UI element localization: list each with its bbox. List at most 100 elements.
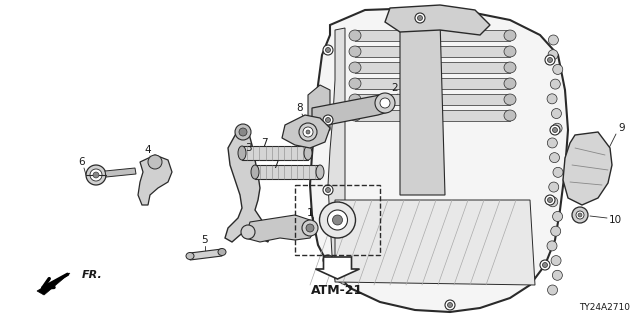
- Text: 2: 2: [392, 83, 398, 93]
- Circle shape: [323, 45, 333, 55]
- Circle shape: [545, 55, 555, 65]
- Circle shape: [93, 172, 99, 178]
- Circle shape: [319, 202, 355, 238]
- Ellipse shape: [504, 62, 516, 73]
- Circle shape: [90, 169, 102, 181]
- Text: 9: 9: [619, 123, 625, 133]
- Polygon shape: [310, 8, 568, 312]
- Bar: [355, 46, 510, 57]
- Ellipse shape: [251, 165, 259, 179]
- Circle shape: [572, 207, 588, 223]
- Polygon shape: [400, 18, 445, 195]
- Circle shape: [239, 128, 247, 136]
- Polygon shape: [138, 155, 172, 205]
- Ellipse shape: [218, 249, 226, 255]
- Ellipse shape: [504, 46, 516, 57]
- Ellipse shape: [349, 78, 361, 89]
- Circle shape: [550, 125, 560, 135]
- Circle shape: [333, 215, 342, 225]
- Text: 7: 7: [272, 160, 278, 170]
- Polygon shape: [316, 257, 360, 279]
- Polygon shape: [190, 249, 222, 260]
- Circle shape: [547, 241, 557, 251]
- Circle shape: [548, 285, 557, 295]
- Polygon shape: [105, 168, 136, 177]
- Circle shape: [552, 212, 563, 221]
- Bar: [255, 165, 320, 179]
- Circle shape: [323, 255, 333, 265]
- Ellipse shape: [238, 146, 246, 160]
- Text: 10: 10: [609, 215, 621, 225]
- Circle shape: [550, 226, 561, 236]
- Text: 1: 1: [307, 208, 314, 218]
- Circle shape: [551, 256, 561, 266]
- Ellipse shape: [349, 110, 361, 121]
- Bar: [295, 185, 380, 255]
- Circle shape: [543, 262, 547, 268]
- Circle shape: [552, 123, 562, 133]
- Circle shape: [553, 64, 563, 75]
- Text: 8: 8: [297, 103, 303, 113]
- Polygon shape: [282, 115, 330, 148]
- Circle shape: [306, 130, 310, 134]
- Bar: [355, 78, 510, 89]
- Circle shape: [445, 300, 455, 310]
- Circle shape: [323, 115, 333, 125]
- Ellipse shape: [504, 110, 516, 121]
- Circle shape: [552, 270, 563, 280]
- Ellipse shape: [504, 94, 516, 105]
- Ellipse shape: [349, 62, 361, 73]
- Bar: [355, 30, 510, 41]
- Ellipse shape: [186, 252, 194, 260]
- Circle shape: [326, 258, 330, 262]
- Ellipse shape: [349, 46, 361, 57]
- Circle shape: [578, 213, 582, 217]
- Circle shape: [447, 302, 452, 308]
- Polygon shape: [312, 95, 390, 128]
- Circle shape: [547, 138, 557, 148]
- Text: 7: 7: [260, 138, 268, 148]
- Circle shape: [547, 197, 552, 203]
- Ellipse shape: [349, 94, 361, 105]
- Circle shape: [328, 210, 348, 230]
- Circle shape: [326, 117, 330, 123]
- Bar: [355, 62, 510, 73]
- Text: ATM-21: ATM-21: [312, 284, 364, 298]
- Circle shape: [323, 185, 333, 195]
- Text: 6: 6: [79, 157, 85, 167]
- Circle shape: [302, 220, 318, 236]
- Circle shape: [148, 155, 162, 169]
- Ellipse shape: [316, 165, 324, 179]
- Circle shape: [576, 211, 584, 219]
- Circle shape: [548, 50, 558, 60]
- Bar: [242, 146, 308, 160]
- Circle shape: [306, 224, 314, 232]
- Circle shape: [547, 94, 557, 104]
- Circle shape: [540, 260, 550, 270]
- Polygon shape: [563, 132, 612, 205]
- Circle shape: [547, 58, 552, 62]
- Circle shape: [380, 98, 390, 108]
- Polygon shape: [308, 85, 330, 135]
- Circle shape: [417, 15, 422, 20]
- Text: 5: 5: [202, 235, 208, 245]
- Circle shape: [235, 124, 251, 140]
- Circle shape: [326, 47, 330, 52]
- Polygon shape: [225, 130, 270, 242]
- Circle shape: [550, 79, 560, 89]
- Circle shape: [545, 195, 555, 205]
- Polygon shape: [385, 5, 490, 35]
- Circle shape: [326, 188, 330, 193]
- Ellipse shape: [504, 30, 516, 41]
- Ellipse shape: [504, 78, 516, 89]
- Text: 4: 4: [145, 145, 151, 155]
- Polygon shape: [328, 28, 345, 285]
- Circle shape: [548, 182, 559, 192]
- Polygon shape: [245, 215, 315, 242]
- Circle shape: [553, 167, 563, 177]
- Polygon shape: [335, 200, 535, 285]
- Ellipse shape: [349, 30, 361, 41]
- Circle shape: [552, 108, 561, 118]
- Polygon shape: [37, 273, 70, 295]
- Circle shape: [548, 197, 558, 207]
